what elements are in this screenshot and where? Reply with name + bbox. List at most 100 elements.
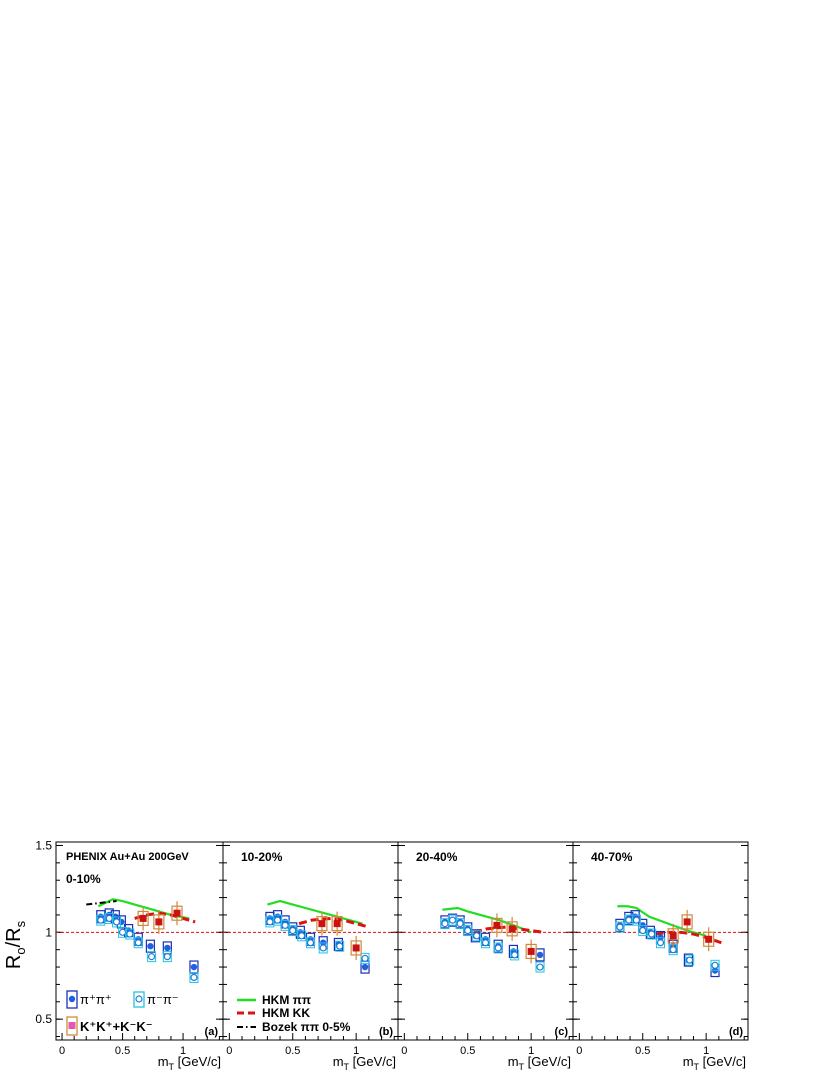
x-tick-label: 1 [353, 1045, 359, 1057]
pipi-minus-point [190, 973, 198, 982]
pipi-minus-sys-box [189, 971, 199, 983]
pipi-minus-point [118, 928, 127, 936]
panel-letter: (d) [729, 1026, 743, 1038]
experiment-label: PHENIX Au+Au 200GeV [66, 851, 189, 863]
panel-letter: (b) [379, 1026, 393, 1038]
kaon-sys-box [171, 905, 183, 921]
pipi-plus-point [147, 943, 154, 950]
pipi-minus-sys-box [481, 937, 490, 949]
x-tick-label: 0 [576, 1045, 582, 1057]
panel-b: 0 0.5 1 (b) 10-20% mT [GeV/c] [222, 841, 399, 1072]
pipi-minus-sys-box [133, 937, 143, 949]
kaon-point [352, 944, 360, 952]
legend-pipi-minus-marker [135, 995, 143, 1003]
pipi-minus-point [456, 920, 464, 928]
hkm-pipi-curve [267, 899, 363, 925]
pipi-minus-point [639, 926, 647, 935]
pipi-minus-sys-box [463, 925, 473, 937]
x-tick-label: 0 [401, 1045, 407, 1057]
pipi-plus-point [164, 944, 171, 952]
centrality-label: 10-20% [241, 850, 283, 864]
pipi-minus-point [97, 916, 105, 924]
pipi-minus-point [494, 944, 502, 952]
x-tick-label: 1 [703, 1045, 709, 1057]
x-axis-label: mT [GeV/c] [683, 1054, 746, 1072]
pipi-minus-point [686, 956, 694, 964]
pipi-plus-sys-box [189, 960, 199, 974]
pipi-minus-sys-box [335, 940, 345, 952]
pipi-plus-point [361, 963, 369, 971]
pipi-plus-point [190, 963, 198, 971]
pipi-minus-point [511, 951, 519, 959]
x-axis-label: mT [GeV/c] [333, 1054, 396, 1072]
pipi-minus-point [441, 920, 449, 928]
panel-c: 0 0.5 1 (c) 20-40% mT [GeV/c] [397, 841, 574, 1072]
x-tick-label: 0 [226, 1045, 232, 1057]
pipi-minus-point [273, 916, 282, 924]
legend-hkm-kk-label: HKM KK [262, 1006, 310, 1020]
pipi-minus-sys-box [493, 942, 503, 954]
pipi-minus-point [625, 916, 633, 924]
legend-kaon-box [66, 1016, 78, 1036]
pipi-minus-sys-box [112, 916, 122, 928]
panel-frame [572, 841, 749, 1041]
kaon-point [669, 932, 677, 940]
legend-particles: π⁺π⁺ π⁻π⁻ K⁺K⁺+K⁻K⁻ [66, 990, 179, 1036]
legend-pipi-plus-marker [68, 995, 76, 1003]
pipi-plus-point [536, 951, 544, 959]
kaon-sys-box [703, 931, 715, 947]
legend-pipi-minus-box [133, 991, 145, 1008]
pipi-minus-point [361, 954, 369, 962]
bozek-curve [86, 900, 117, 906]
x-axis-label: mT [GeV/c] [158, 1054, 221, 1072]
pipi-minus-sys-box [710, 959, 720, 971]
y-tick-label: 1.5 [35, 838, 52, 852]
pipi-minus-sys-box [685, 954, 695, 966]
pipi-minus-point [126, 930, 134, 938]
pipi-plus-point [118, 918, 125, 926]
pipi-minus-point [464, 926, 472, 935]
x-tick-label: 1 [180, 1045, 186, 1057]
panels-group: 0 0.5 1 0.5 1 1.5 (a) PHENIX Au+Au 200GeV 0-10% m… [35, 838, 749, 1072]
kaon-point [173, 909, 181, 917]
pipi-minus-point [148, 953, 156, 961]
kaon-point [333, 920, 341, 928]
pipi-minus-point [105, 914, 113, 923]
y-axis-label: Ro/Rs [3, 920, 28, 969]
kaon-point [508, 925, 516, 933]
pipi-minus-sys-box [147, 951, 157, 963]
x-tick-label: 0.5 [285, 1045, 300, 1057]
pipi-minus-point [711, 961, 719, 969]
pipi-minus-sys-box [118, 926, 128, 938]
hkm-kk-curve [134, 911, 196, 924]
pipi-minus-point [632, 916, 641, 924]
kaon-sys-box [137, 910, 149, 927]
kaon-sys-box [350, 940, 362, 956]
centrality-label: 0-10% [66, 872, 101, 886]
pipi-minus-sys-box [288, 925, 298, 937]
hkm-pipi-curve [442, 906, 532, 934]
pipi-minus-sys-box [631, 914, 641, 926]
pipi-minus-sys-box [162, 951, 172, 963]
kaon-point [493, 921, 501, 929]
legend-kaon-label: K⁺K⁺+K⁻K⁻ [80, 1019, 153, 1034]
pipi-minus-point [134, 939, 142, 947]
y-tick-label: 1 [45, 925, 52, 939]
kaon-point [705, 935, 713, 943]
centrality-label: 20-40% [416, 850, 458, 864]
pipi-minus-point [648, 930, 656, 938]
pipi-minus-point [306, 939, 315, 947]
pipi-minus-point [656, 939, 665, 947]
panel-d: 0 0.5 1 (d) 40-70% mT [GeV/c] [572, 841, 749, 1072]
pipi-minus-sys-box [656, 937, 665, 949]
x-tick-label: 0.5 [635, 1045, 650, 1057]
kaon-sys-box [667, 928, 679, 944]
kaon-point [527, 947, 535, 955]
pipi-minus-point [298, 932, 306, 940]
kaon-sys-box [316, 916, 328, 932]
pipi-minus-sys-box [472, 930, 482, 942]
x-axis-label: mT [GeV/c] [508, 1054, 571, 1072]
x-tick-label: 0.5 [460, 1045, 475, 1057]
